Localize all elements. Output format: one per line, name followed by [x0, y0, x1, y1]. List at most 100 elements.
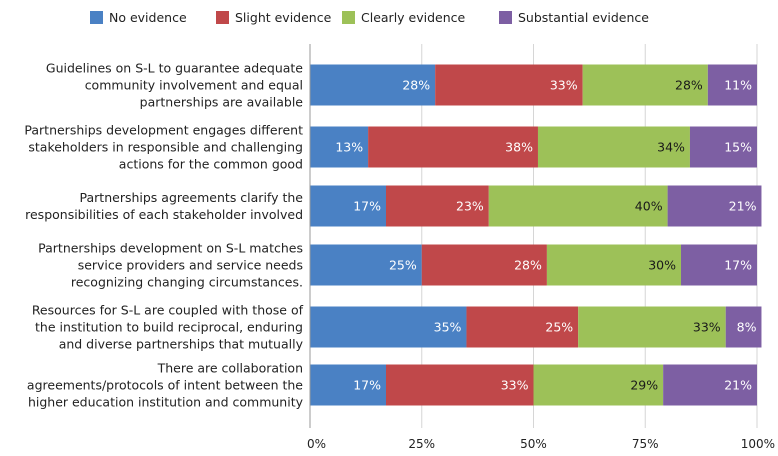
data-label: 17% [353, 378, 381, 393]
bar-segment [310, 244, 422, 286]
category-label-line: partnerships are available [140, 95, 304, 110]
category-label-line: Partnerships development engages differe… [24, 123, 303, 138]
bar-segment [578, 306, 726, 348]
data-label: 38% [505, 140, 533, 155]
x-tick-label: 50% [520, 437, 547, 451]
data-label: 34% [657, 140, 685, 155]
data-label: 17% [353, 199, 381, 214]
data-label: 17% [724, 258, 752, 273]
data-label: 25% [389, 258, 417, 273]
legend-swatch [342, 11, 355, 24]
bar-row-1: 28% 33% 28% 11% [310, 64, 757, 106]
legend-swatch [216, 11, 229, 24]
bar-segment [310, 185, 386, 227]
bar-segment [707, 64, 757, 106]
data-label: 29% [630, 378, 658, 393]
data-label: 21% [724, 378, 752, 393]
legend-label: No evidence [109, 10, 187, 25]
x-tick-label: 75% [632, 437, 659, 451]
x-tick-label: 100% [741, 437, 775, 451]
category-label-line: There are collaboration [157, 361, 303, 376]
data-label: 28% [514, 258, 542, 273]
bar-segment [466, 306, 579, 348]
category-label-line: service providers and service needs [78, 258, 303, 273]
data-label: 11% [724, 78, 752, 93]
category-labels: Guidelines on S-L to guarantee adequate c… [24, 61, 303, 410]
bar-segment [310, 64, 436, 106]
bar-row-4: 25% 28% 30% 17% [310, 244, 757, 286]
bar-segment [368, 126, 538, 168]
category-label: Partnerships agreements clarify the respo… [25, 190, 303, 222]
bar-segment [385, 364, 534, 406]
data-label: 28% [402, 78, 430, 93]
bar-segment [537, 126, 690, 168]
category-label-line: Resources for S-L are coupled with those… [32, 303, 304, 318]
category-label-line: responsibilities of each stakeholder inv… [25, 207, 303, 222]
data-label: 15% [724, 140, 752, 155]
category-label-line: agreements/protocols of intent between t… [27, 378, 303, 393]
category-label: Guidelines on S-L to guarantee adequate c… [46, 61, 303, 110]
bar-segment [663, 364, 757, 406]
bar-segment [533, 364, 664, 406]
data-label: 30% [648, 258, 676, 273]
category-label-line: Guidelines on S-L to guarantee adequate [46, 61, 303, 76]
legend-label: Substantial evidence [518, 10, 649, 25]
category-label-line: actions for the common good [119, 157, 303, 172]
bar-segment [546, 244, 682, 286]
x-tick-label: 25% [408, 437, 435, 451]
category-label-line: recognizing changing circumstances. [71, 275, 303, 290]
bar-segment [421, 244, 547, 286]
legend-swatch [499, 11, 512, 24]
category-label: There are collaboration agreements/protoc… [27, 361, 304, 410]
data-label: 23% [456, 199, 484, 214]
category-label: Partnerships development engages differe… [24, 123, 303, 172]
legend-item-3: Clearly evidence [342, 10, 466, 25]
x-axis: 0% 25% 50% 75% 100% [307, 44, 775, 451]
bar-segment [488, 185, 668, 227]
bar-segment [385, 185, 489, 227]
legend: No evidence Slight evidence Clearly eviden… [90, 10, 649, 25]
category-label-line: stakeholders in responsible and challeng… [28, 140, 303, 155]
bar-row-3: 17% 23% 40% 21% [310, 185, 762, 227]
bar-segment [310, 306, 467, 348]
data-label: 8% [737, 320, 757, 335]
category-label-line: higher education institution and communi… [28, 395, 304, 410]
data-label: 33% [550, 78, 578, 93]
bar-segment [310, 364, 386, 406]
data-label: 35% [434, 320, 462, 335]
category-label-line: community involvement and equal [85, 78, 303, 93]
bar-row-6: 17% 33% 29% 21% [310, 364, 757, 406]
bar-segment [689, 126, 757, 168]
bar-row-2: 13% 38% 34% 15% [310, 126, 757, 168]
category-label: Resources for S-L are coupled with those… [32, 303, 304, 352]
bar-segment [725, 306, 762, 348]
legend-item-1: No evidence [90, 10, 187, 25]
bar-segment [435, 64, 583, 106]
data-label: 13% [335, 140, 363, 155]
bar-row-5: 35% 25% 33% 8% [310, 306, 762, 348]
bar-segment [667, 185, 762, 227]
legend-item-2: Slight evidence [216, 10, 332, 25]
bar-segment [310, 126, 369, 168]
x-tick-label: 0% [307, 437, 326, 451]
gridlines [421, 44, 758, 428]
category-label-line: Partnerships agreements clarify the [80, 190, 304, 205]
legend-label: Slight evidence [235, 10, 332, 25]
legend-label: Clearly evidence [361, 10, 466, 25]
data-label: 21% [729, 199, 757, 214]
category-label-line: the institution to build reciprocal, end… [35, 320, 303, 335]
category-label: Partnerships development on S-L matches s… [38, 241, 303, 290]
legend-item-4: Substantial evidence [499, 10, 649, 25]
data-label: 28% [675, 78, 703, 93]
category-label-line: and diverse partnerships that mutually [59, 337, 304, 352]
data-label: 33% [693, 320, 721, 335]
bar-segment [681, 244, 757, 286]
data-label: 40% [635, 199, 663, 214]
category-label-line: Partnerships development on S-L matches [38, 241, 303, 256]
bars: 28% 33% 28% 11%13% 38% 34% 15%17% 23% 40% 21%25% 2… [310, 64, 762, 406]
data-label: 33% [501, 378, 529, 393]
data-label: 25% [545, 320, 573, 335]
bar-segment [582, 64, 708, 106]
legend-swatch [90, 11, 103, 24]
